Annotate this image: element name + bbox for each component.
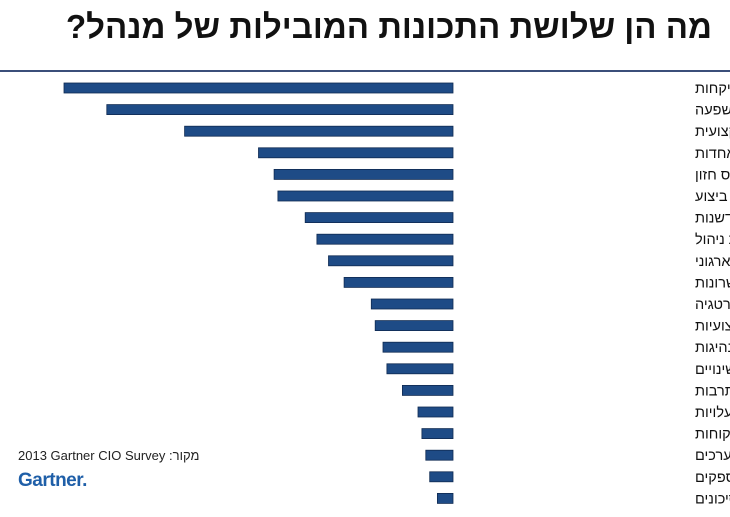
category-label-3: התנהגות אישית ומקצועית (695, 124, 730, 140)
bar-10 (343, 276, 454, 288)
category-label-11: אסטרטגיה (695, 297, 730, 313)
bar-12 (374, 320, 454, 332)
category-label-5: ביסוס חזון (695, 167, 730, 183)
category-labels-group: ידע עסקי ופיקחות תקשורות והשפעה התנהגות אי… (695, 81, 730, 507)
bar-6 (277, 190, 454, 202)
category-label-9: ארגוני (695, 254, 730, 270)
bar-4 (258, 147, 454, 159)
title-divider (0, 70, 730, 72)
category-label-16: ניהול עלויות (695, 404, 730, 421)
category-label-15: תרבות (695, 383, 730, 399)
bar-14 (386, 363, 454, 375)
category-label-13: מנהיגות (695, 340, 730, 356)
bars-group (63, 82, 454, 504)
chart-title: מה הן שלושת התכונות המובילות של מנהל? (65, 8, 712, 45)
category-label-8: מיומנויות ניהול (695, 231, 730, 248)
category-label-7: חדשנות (695, 211, 730, 227)
category-label-17: ממוקד לקוחות (695, 426, 730, 443)
bar-9 (328, 255, 454, 267)
bar-15 (401, 384, 454, 396)
bar-19 (429, 471, 454, 483)
gartner-logo: Gartner. (18, 470, 87, 492)
source-note: 2013 Gartner CIO Survey מקור: (18, 448, 199, 463)
bar-5 (273, 168, 454, 180)
bar-3 (184, 125, 454, 137)
bar-8 (316, 233, 454, 245)
bar-11 (370, 298, 454, 310)
bar-20 (436, 492, 454, 504)
category-label-18: ממוקד ערכים (695, 448, 730, 464)
category-label-6: מיומנויות ביצוע (695, 189, 730, 205)
bar-7 (304, 212, 454, 224)
category-label-4: בניית יחסים ואחדות (695, 146, 730, 162)
category-label-12: מקצועיות (695, 319, 730, 335)
bar-17 (421, 428, 454, 440)
logo-dot: . (82, 470, 87, 491)
bar-13 (382, 341, 454, 353)
category-label-20: ניהול סיכונים (695, 490, 730, 507)
source-prefix: מקור: (169, 448, 200, 463)
bar-2 (106, 104, 454, 115)
logo-text: Gartner (18, 470, 83, 491)
category-label-2: תקשורות והשפעה (695, 103, 730, 119)
category-label-10: מושך כישרונות (695, 275, 730, 291)
bar-1 (63, 82, 454, 94)
category-label-14: הובלת שינויים (695, 361, 730, 378)
category-label-1: ידע עסקי ופיקחות (695, 81, 730, 97)
source-text: 2013 Gartner CIO Survey (18, 448, 166, 463)
bar-18 (425, 449, 454, 461)
bar-16 (417, 406, 454, 418)
category-label-19: ניהול קשרי ספקים (695, 469, 730, 486)
